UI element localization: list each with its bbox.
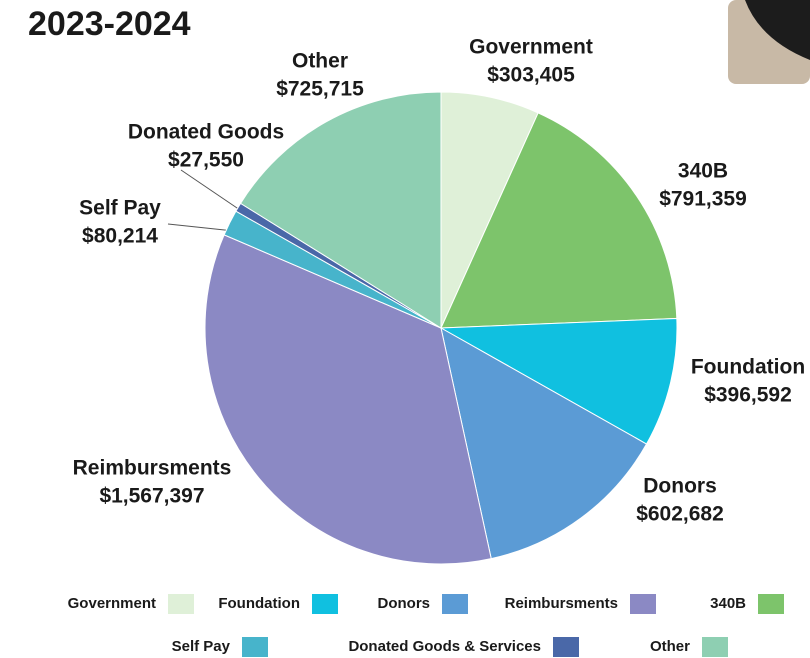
- pie-slice: [204, 234, 492, 565]
- slice-value: $602,682: [636, 503, 724, 526]
- legend-label: Self Pay: [172, 638, 231, 655]
- slice-value: $80,214: [82, 225, 158, 248]
- slice-label: Donated Goods: [128, 121, 284, 144]
- slice-label: Self Pay: [79, 197, 161, 220]
- legend-label: Reimbursments: [505, 595, 618, 612]
- slice-value: $27,550: [168, 149, 244, 172]
- leader-line: [167, 223, 235, 232]
- legend-swatch: [168, 594, 194, 614]
- legend-swatch: [630, 594, 656, 614]
- pie-slice: [440, 112, 678, 329]
- slice-value: $725,715: [276, 78, 364, 101]
- slice-value: $303,405: [487, 64, 575, 87]
- slice-label: Foundation: [691, 356, 805, 379]
- slice-label: 340B: [678, 160, 728, 183]
- legend-label: Donors: [378, 595, 431, 612]
- chart-title: 2023-2024: [28, 5, 191, 43]
- pie-slice: [440, 327, 648, 560]
- legend-swatch: [442, 594, 468, 614]
- leader-line: [180, 169, 241, 211]
- legend-swatch: [702, 637, 728, 657]
- pie-slice: [239, 91, 442, 329]
- legend-swatch: [242, 637, 268, 657]
- slice-value: $791,359: [659, 188, 747, 211]
- legend-label: 340B: [710, 595, 746, 612]
- legend-label: Donated Goods & Services: [348, 638, 541, 655]
- legend-label: Other: [650, 638, 690, 655]
- slice-label: Government: [469, 36, 593, 59]
- slice-label: Other: [292, 50, 348, 73]
- legend-label: Government: [68, 595, 156, 612]
- pie-slice: [439, 317, 678, 445]
- slice-label: Donors: [643, 475, 717, 498]
- slice-value: $1,567,397: [99, 485, 204, 508]
- legend-swatch: [553, 637, 579, 657]
- slice-label: Reimbursments: [73, 457, 232, 480]
- photo-detail: [745, 0, 810, 60]
- legend-swatch: [312, 594, 338, 614]
- legend-swatch: [758, 594, 784, 614]
- legend-label: Foundation: [218, 595, 300, 612]
- slice-value: $396,592: [704, 384, 792, 407]
